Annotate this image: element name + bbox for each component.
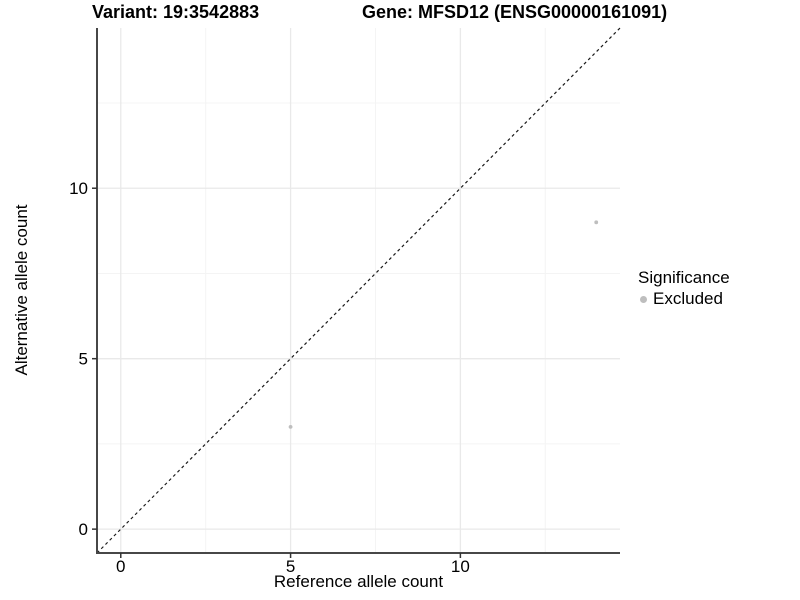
variant-title: Variant: 19:3542883 [92,2,260,22]
legend-item-excluded: Excluded [638,289,730,309]
gene-title: Gene: MFSD12 (ENSG00000161091) [362,2,668,22]
identity-dashed-line [96,27,621,554]
x-tick-label: 5 [286,557,295,576]
data-point [594,220,599,225]
y-tick-label: 0 [79,520,88,539]
data-point [288,424,293,429]
legend-title: Significance [638,268,730,287]
x-axis-label: Reference allele count [273,572,444,591]
x-tick-label: 0 [116,557,125,576]
y-tick-label: 10 [69,179,88,198]
y-axis-label: Alternative allele count [12,204,31,376]
y-tick-label: 5 [79,350,88,369]
x-tick-label: 10 [451,557,470,576]
legend: Significance Excluded [638,267,730,309]
legend-item-label: Excluded [653,289,723,308]
excluded-point-swatch-icon [640,295,647,303]
